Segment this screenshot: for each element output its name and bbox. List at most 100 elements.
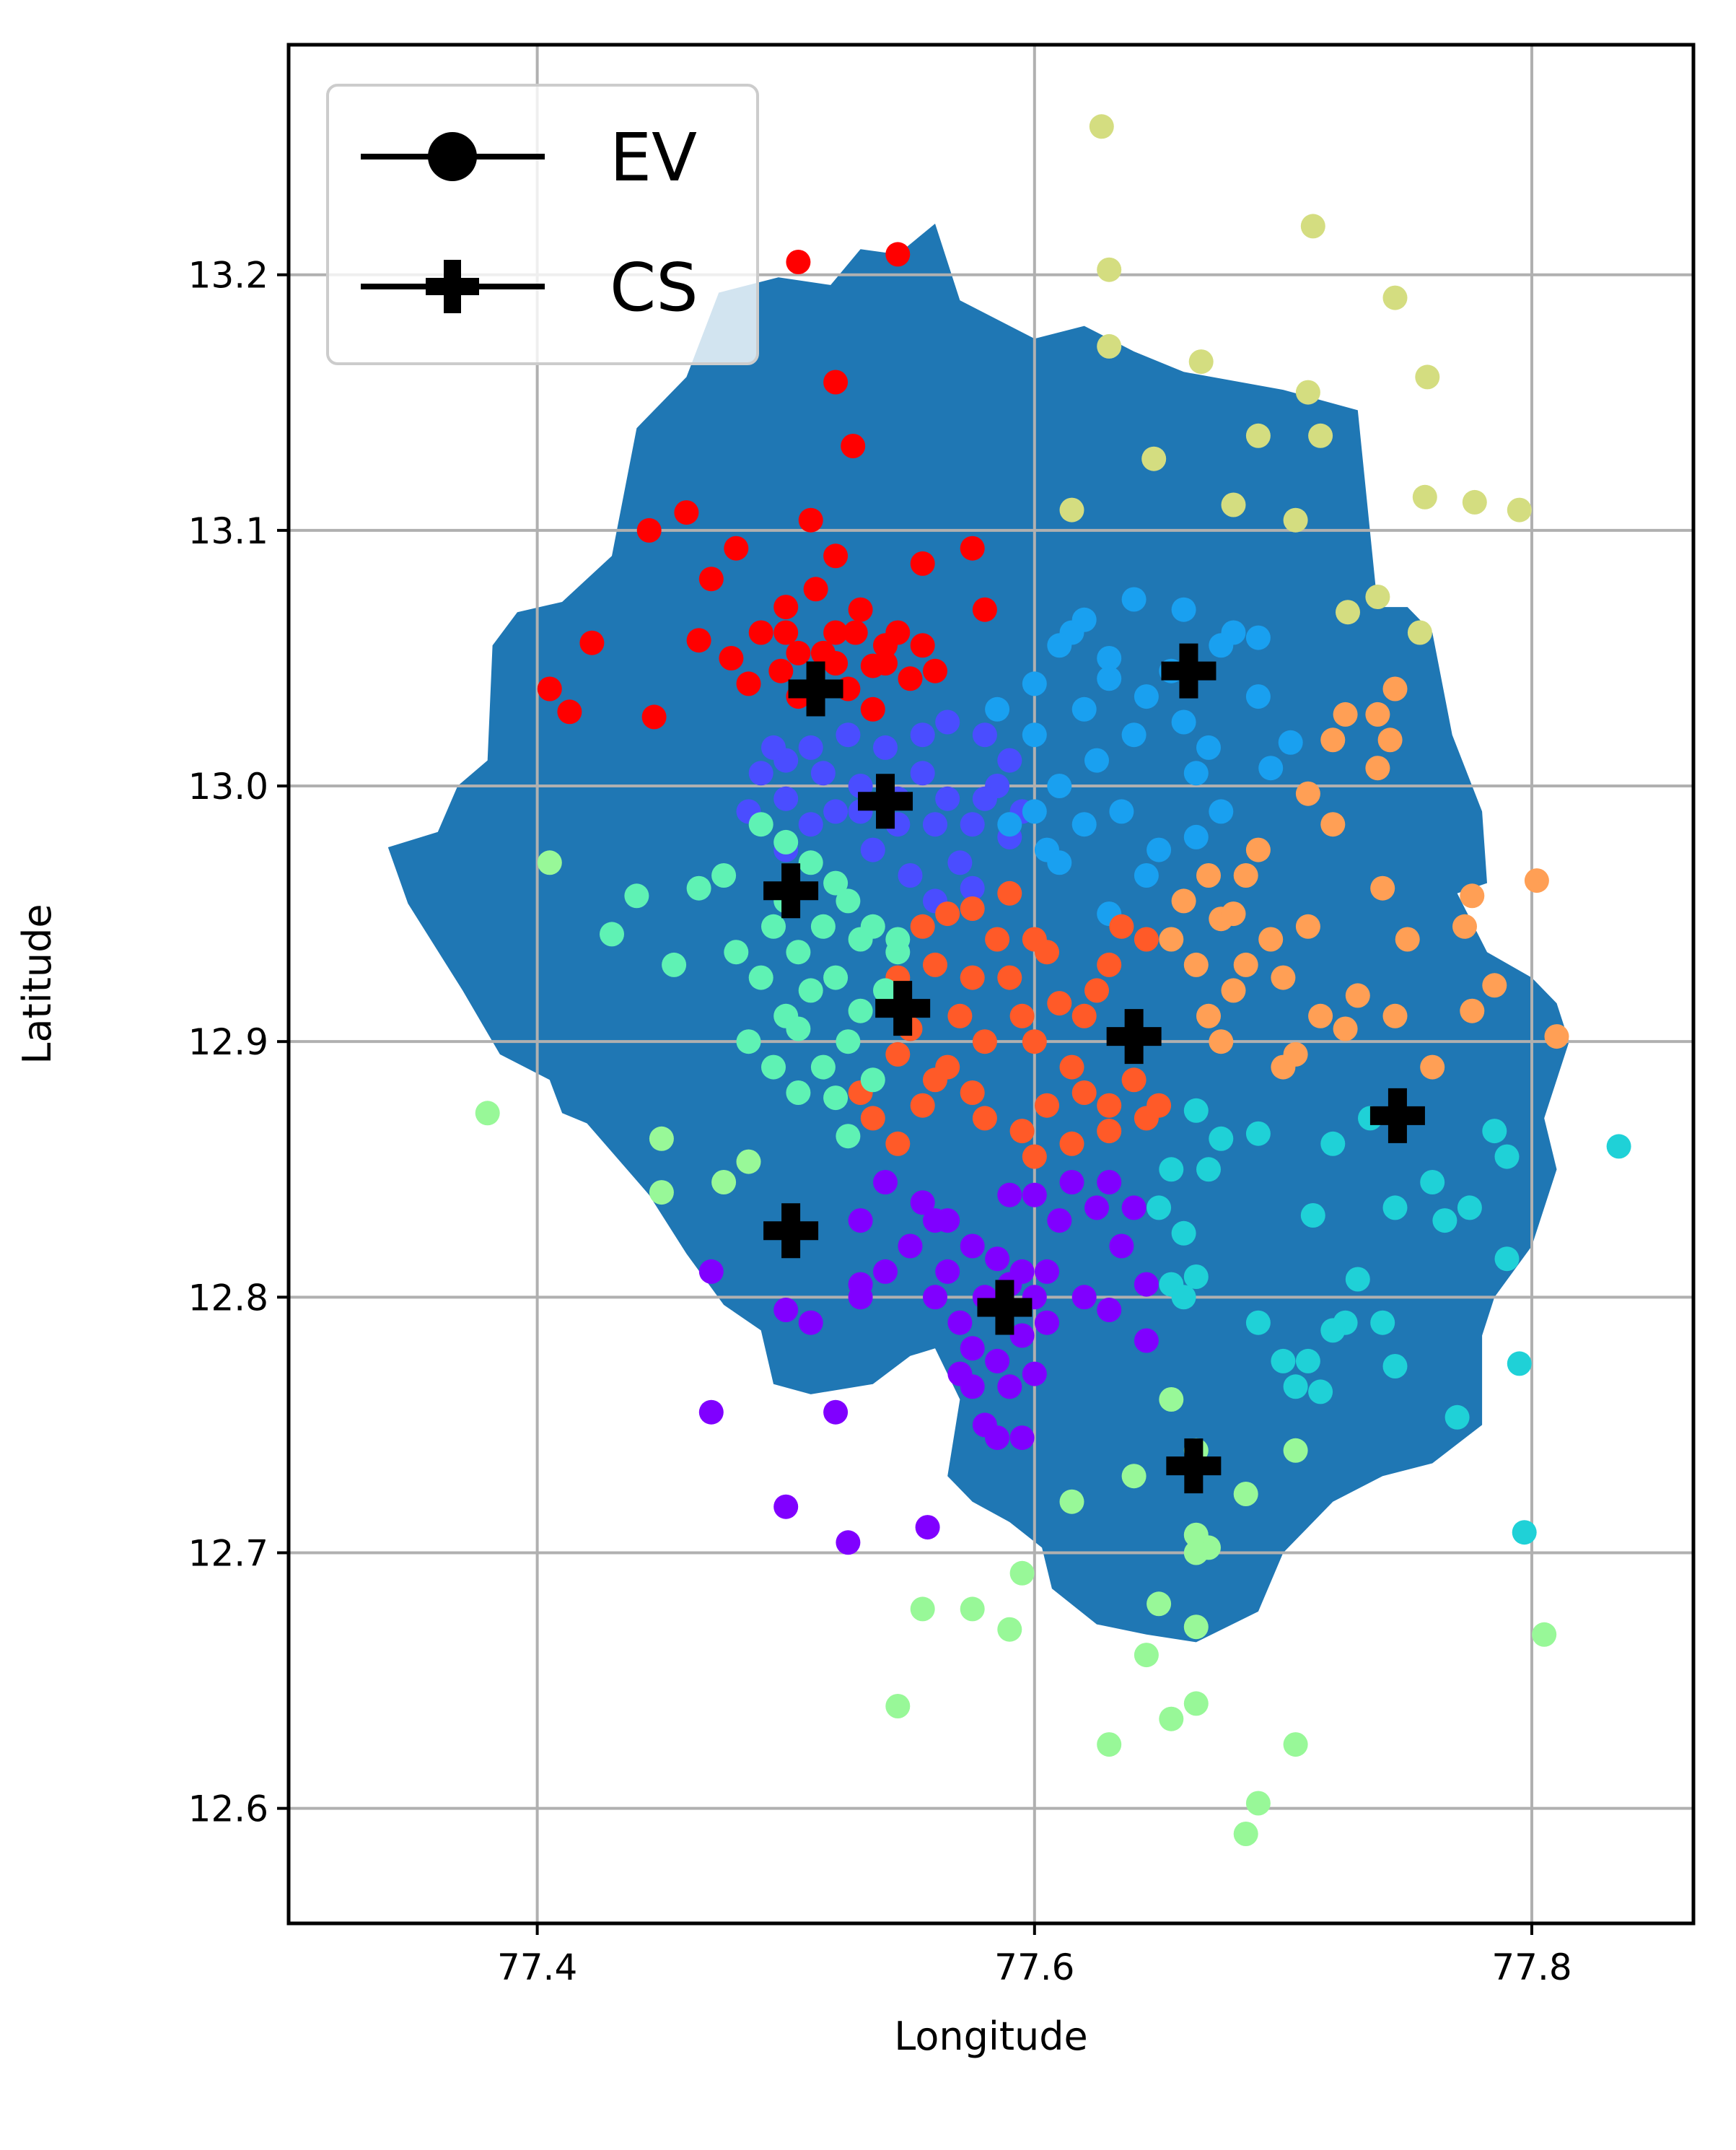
ev-point bbox=[935, 901, 960, 927]
ev-point bbox=[798, 735, 823, 760]
ev-point bbox=[1382, 1195, 1408, 1220]
ev-point bbox=[1606, 1134, 1631, 1159]
ev-point bbox=[972, 597, 997, 622]
ev-point bbox=[798, 978, 823, 1003]
ev-point bbox=[1377, 727, 1403, 753]
ev-point bbox=[1196, 863, 1221, 888]
ev-point bbox=[960, 875, 985, 901]
ev-point bbox=[873, 633, 898, 658]
ev-point bbox=[1097, 952, 1122, 977]
ev-point bbox=[773, 595, 799, 620]
cs-marker bbox=[875, 981, 931, 1036]
ev-point bbox=[1320, 812, 1346, 837]
ev-point bbox=[910, 633, 935, 658]
ev-point bbox=[836, 1124, 861, 1149]
ev-point bbox=[1532, 1622, 1557, 1647]
ev-point bbox=[910, 1093, 935, 1118]
ev-point bbox=[711, 1170, 737, 1194]
ev-point bbox=[848, 1272, 873, 1297]
ev-point bbox=[1196, 735, 1221, 760]
ev-point bbox=[773, 620, 799, 645]
ev-point bbox=[600, 922, 624, 947]
ev-point bbox=[1295, 914, 1320, 939]
ev-point bbox=[836, 722, 861, 748]
ev-point bbox=[537, 850, 562, 875]
ev-point bbox=[898, 863, 923, 888]
ev-point bbox=[1462, 489, 1487, 515]
ev-point bbox=[1233, 1482, 1258, 1506]
ev-point bbox=[823, 620, 849, 645]
ev-point bbox=[1097, 1732, 1122, 1757]
ev-point bbox=[947, 1361, 973, 1386]
ev-point bbox=[997, 812, 1022, 837]
ev-point bbox=[1460, 998, 1485, 1023]
ev-point bbox=[1320, 727, 1346, 753]
ev-point bbox=[1059, 1489, 1084, 1514]
ev-point bbox=[1308, 1379, 1333, 1404]
y-axis-title: Latitude bbox=[14, 904, 60, 1064]
ev-point bbox=[1009, 1003, 1035, 1028]
ev-point bbox=[662, 952, 687, 977]
ev-point bbox=[1159, 1157, 1184, 1182]
ev-point bbox=[1121, 1464, 1147, 1489]
ev-point bbox=[997, 1617, 1022, 1642]
ev-point bbox=[748, 965, 773, 990]
ev-point bbox=[1300, 1203, 1325, 1228]
ev-point bbox=[1084, 748, 1109, 773]
ev-point bbox=[810, 1054, 836, 1080]
ev-point bbox=[624, 883, 649, 909]
ev-point bbox=[985, 1246, 1010, 1272]
ev-point bbox=[1183, 1264, 1209, 1289]
ev-point bbox=[761, 1054, 786, 1080]
ev-point bbox=[1196, 1157, 1221, 1182]
ev-point bbox=[823, 870, 849, 896]
ev-point bbox=[1059, 1170, 1084, 1194]
ev-point bbox=[1183, 1691, 1209, 1716]
ev-point bbox=[1171, 597, 1196, 622]
legend-cs-label: CS bbox=[610, 249, 698, 326]
ev-point bbox=[1097, 333, 1122, 359]
y-tick-label: 12.8 bbox=[188, 1277, 268, 1319]
ev-point bbox=[1482, 1119, 1507, 1144]
ev-point bbox=[935, 1208, 960, 1233]
ev-point bbox=[1460, 883, 1485, 909]
axes-frame bbox=[286, 43, 1696, 1926]
ev-point bbox=[1395, 927, 1420, 952]
ev-point bbox=[1059, 1054, 1084, 1080]
ev-point bbox=[579, 630, 605, 655]
ev-point bbox=[1544, 1024, 1569, 1049]
ev-point bbox=[997, 1182, 1022, 1207]
ev-point bbox=[910, 761, 935, 786]
ev-point bbox=[773, 1298, 799, 1322]
ev-point bbox=[1245, 625, 1271, 650]
ev-point bbox=[823, 1399, 849, 1425]
ev-point bbox=[1245, 1310, 1271, 1335]
ev-point bbox=[1407, 620, 1432, 645]
ev-point bbox=[1109, 1233, 1134, 1259]
ev-point bbox=[1432, 1208, 1457, 1233]
ev-point bbox=[1109, 914, 1134, 939]
ev-point bbox=[686, 628, 711, 653]
ev-point bbox=[997, 1374, 1022, 1399]
ev-point bbox=[1047, 991, 1072, 1016]
ev-point bbox=[1159, 1706, 1184, 1731]
ev-point bbox=[1097, 666, 1122, 691]
ev-point bbox=[960, 536, 985, 561]
ev-point bbox=[537, 676, 562, 702]
ev-point bbox=[798, 1310, 823, 1335]
ev-point bbox=[1295, 1348, 1320, 1373]
ev-point bbox=[1420, 1170, 1445, 1194]
ev-point bbox=[810, 914, 836, 939]
ev-point bbox=[1147, 837, 1172, 862]
ev-point bbox=[798, 507, 823, 533]
ev-point bbox=[1233, 952, 1258, 977]
ev-point bbox=[1121, 587, 1147, 612]
ev-point bbox=[843, 620, 868, 645]
ev-point bbox=[1047, 633, 1072, 658]
ev-point bbox=[823, 965, 849, 990]
ev-point bbox=[1345, 1267, 1370, 1292]
ev-point bbox=[1457, 1195, 1482, 1220]
ev-point bbox=[1097, 1093, 1122, 1118]
ev-point bbox=[1009, 1323, 1035, 1348]
x-axis-title: Longitude bbox=[894, 2014, 1088, 2059]
